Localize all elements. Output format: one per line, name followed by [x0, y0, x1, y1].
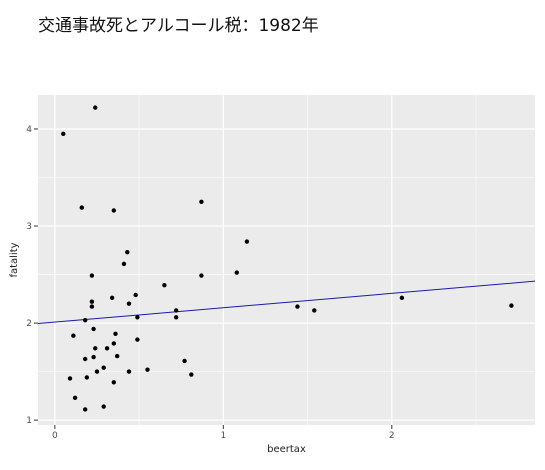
plot-panel [38, 95, 535, 425]
y-tick-label: 4 [26, 125, 32, 135]
y-tick-label: 3 [26, 222, 32, 232]
data-point [104, 346, 110, 351]
data-point [182, 358, 187, 364]
y-tick-label: 1 [26, 416, 32, 426]
data-point [312, 308, 317, 313]
data-point [145, 367, 150, 372]
data-point [91, 326, 96, 332]
data-point [133, 292, 138, 298]
data-point [244, 239, 250, 244]
data-point [135, 315, 140, 320]
data-point [101, 404, 106, 409]
y-tick-label: 2 [26, 319, 32, 329]
axis-ticks [34, 128, 393, 429]
x-tick-label: 0 [52, 431, 58, 441]
data-point [93, 105, 98, 110]
data-point [61, 131, 66, 137]
data-point [295, 304, 300, 309]
data-point [126, 369, 132, 374]
minor-gridlines [38, 95, 535, 425]
data-point [91, 354, 96, 360]
data-point [399, 295, 405, 301]
data-point [162, 283, 167, 288]
data-point [173, 315, 179, 320]
data-point [71, 333, 76, 338]
data-point [109, 295, 115, 301]
data-point [82, 356, 88, 362]
data-point [72, 395, 78, 401]
data-point [82, 317, 88, 323]
major-gridlines [38, 95, 535, 425]
data-point [89, 299, 95, 304]
data-point [101, 365, 106, 370]
data-point [67, 376, 73, 381]
data-point [82, 407, 88, 412]
data-point [93, 346, 98, 351]
data-point [94, 369, 100, 374]
data-point [135, 337, 140, 342]
data-point [111, 208, 117, 213]
data-point [84, 375, 90, 380]
data-point [234, 270, 239, 275]
data-point [121, 261, 127, 267]
data-point [199, 199, 204, 204]
data-point [111, 380, 117, 385]
data-point [189, 372, 194, 377]
data-point [113, 331, 118, 336]
data-point [173, 308, 179, 313]
x-tick-label: 2 [389, 431, 395, 441]
data-points [61, 105, 514, 412]
data-point [126, 301, 132, 306]
data-point [125, 250, 130, 255]
data-point [199, 273, 204, 278]
x-tick-label: 1 [220, 431, 226, 441]
chart-title: 交通事故死とアルコール税：1982年 [38, 16, 319, 36]
x-axis-title: beertax [267, 444, 306, 455]
tick-labels: 0 1 2 1 2 3 4 [26, 125, 394, 441]
y-axis-title: fatality [9, 242, 20, 277]
data-point [79, 205, 85, 210]
data-point [89, 304, 95, 309]
data-point [114, 353, 120, 359]
data-point [111, 341, 117, 346]
data-point [509, 303, 514, 308]
regression-line [37, 280, 536, 325]
data-point [89, 273, 95, 278]
